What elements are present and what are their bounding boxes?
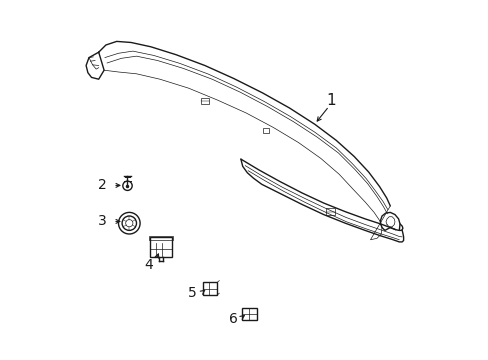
Bar	[149, 236, 172, 240]
Bar	[203, 282, 217, 295]
Text: 5: 5	[187, 287, 196, 300]
Text: 6: 6	[228, 312, 237, 325]
Bar	[242, 307, 256, 320]
Text: 1: 1	[325, 93, 335, 108]
Text: 4: 4	[144, 258, 153, 271]
Text: 3: 3	[98, 215, 106, 228]
Bar	[325, 208, 334, 215]
Bar	[201, 98, 208, 104]
Bar	[150, 237, 171, 257]
Bar	[263, 127, 269, 133]
Text: 2: 2	[98, 179, 106, 192]
